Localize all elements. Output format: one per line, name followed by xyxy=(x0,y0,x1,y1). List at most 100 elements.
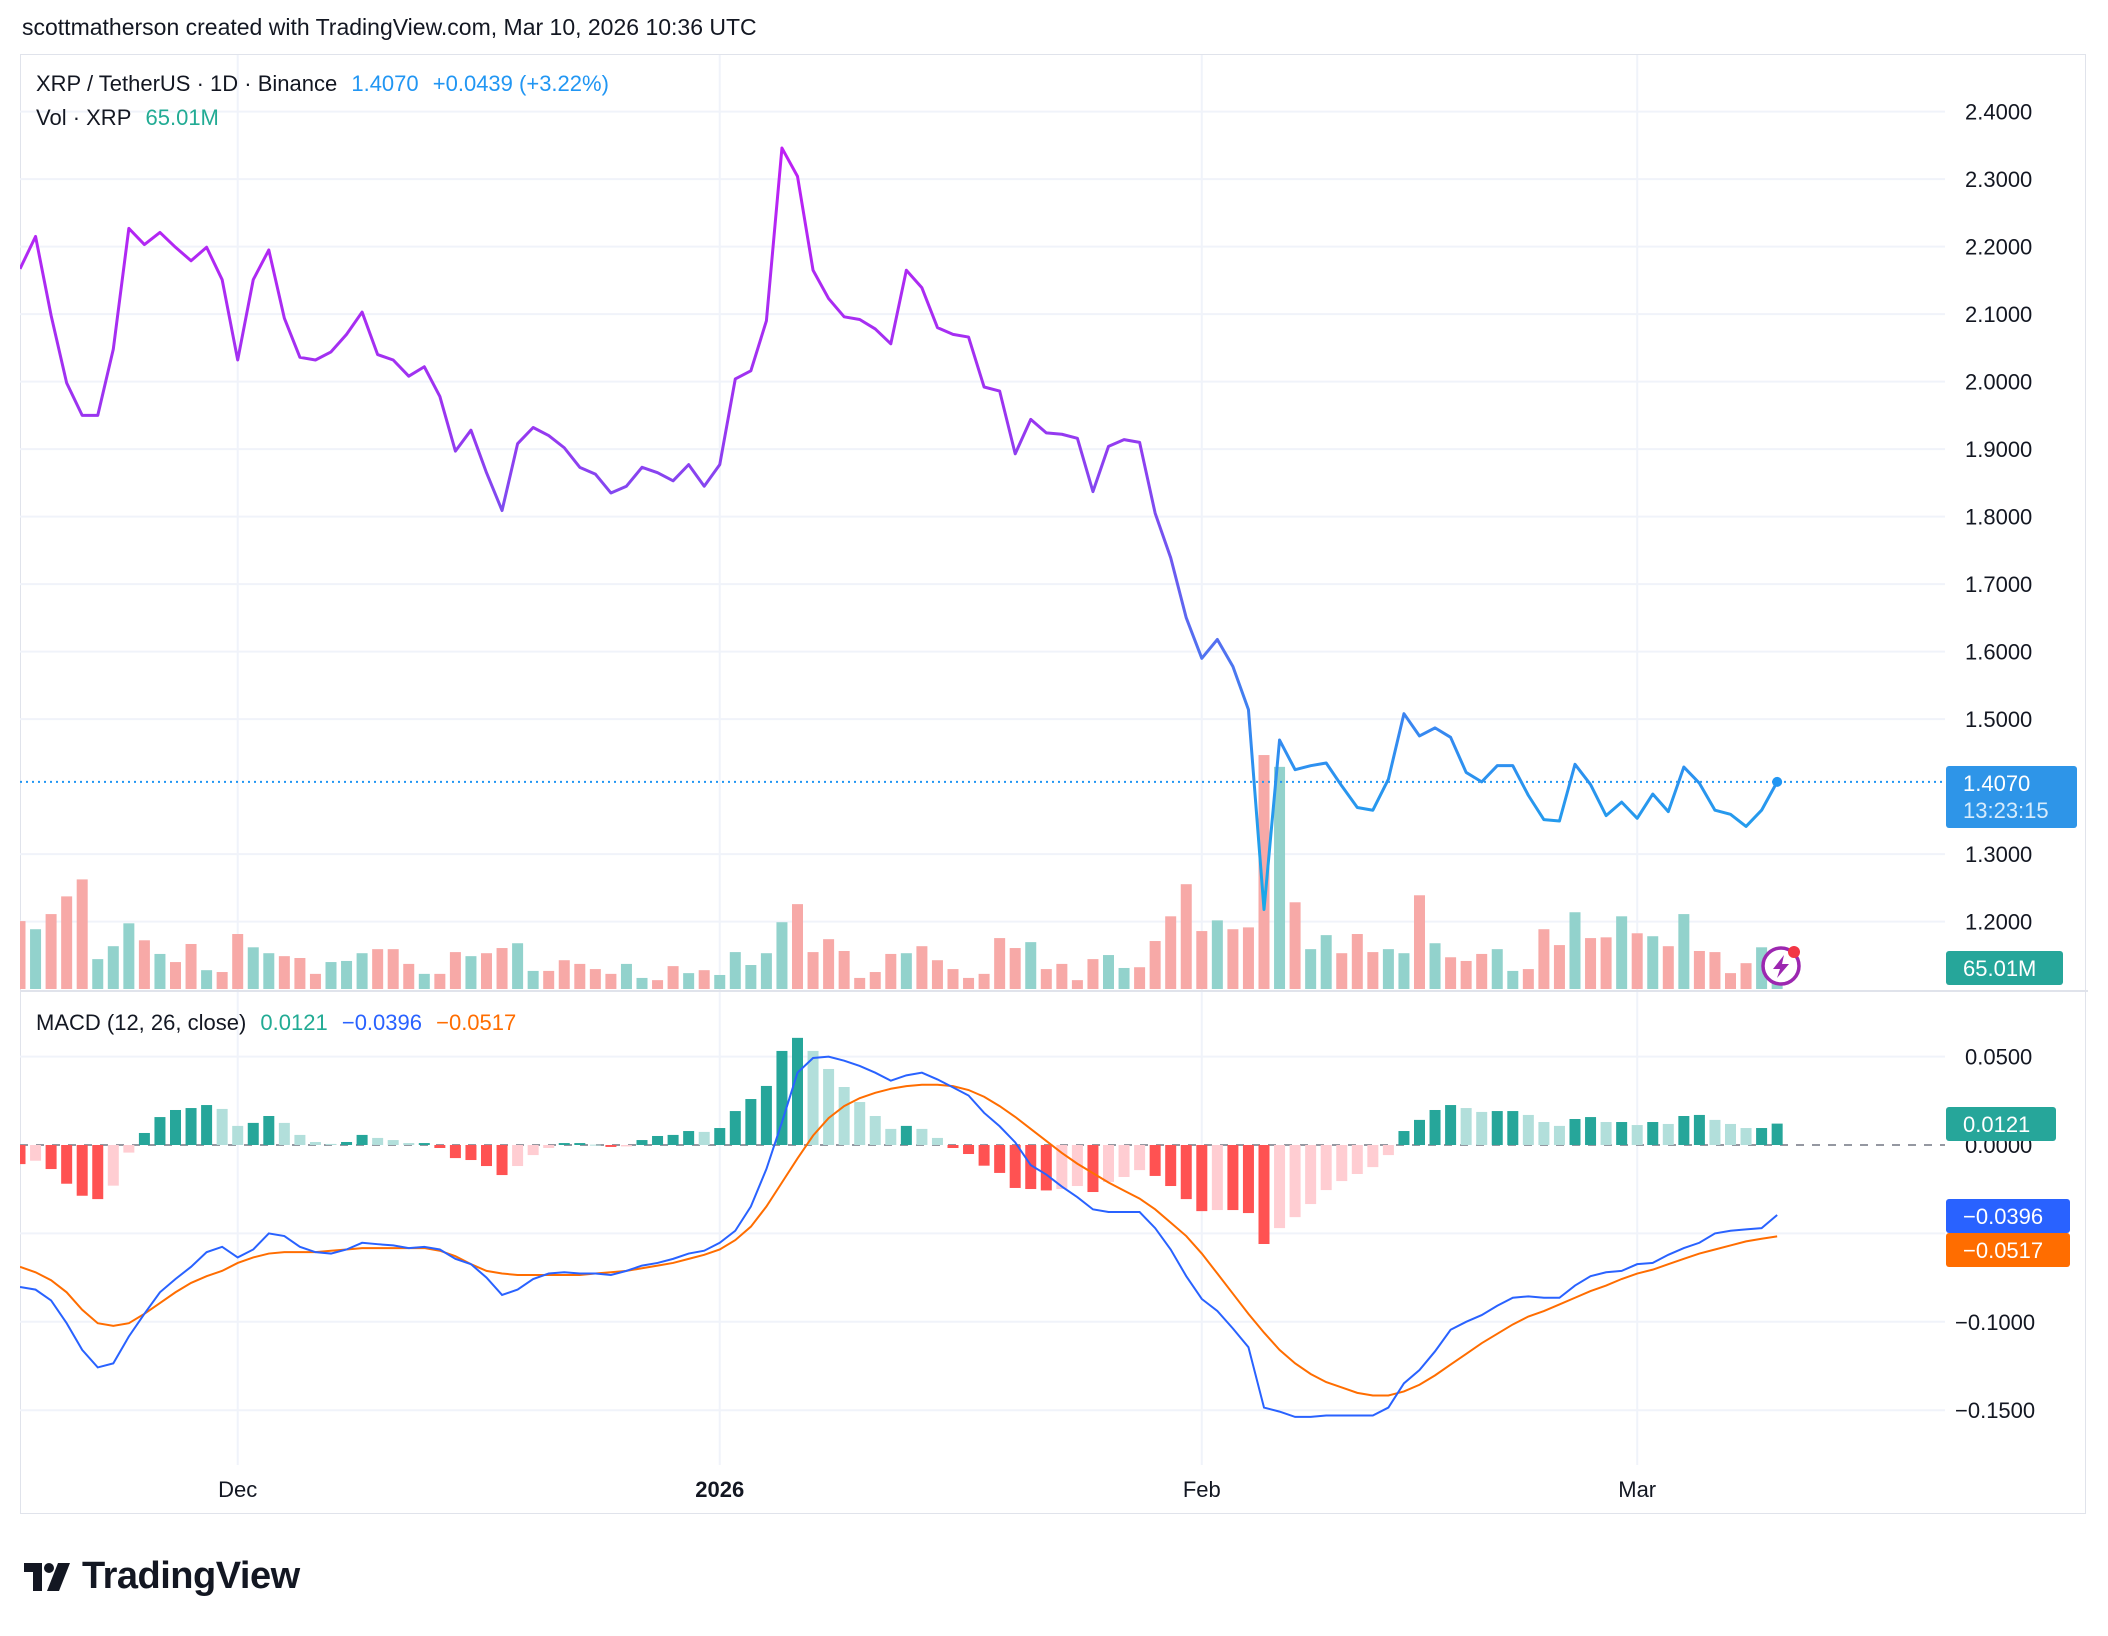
last-price-badge-background xyxy=(1946,766,2077,828)
volume-bar xyxy=(45,914,57,989)
volume-bar xyxy=(512,943,524,989)
macd-histogram-bar xyxy=(527,1145,539,1156)
macd-histogram-bar xyxy=(900,1125,912,1145)
volume-bar xyxy=(309,973,321,989)
volume-bar xyxy=(527,970,539,989)
macd-histogram-bar xyxy=(263,1116,275,1145)
macd-histogram-bar xyxy=(792,1037,803,1145)
volume-bar xyxy=(792,904,803,989)
volume-bar xyxy=(1258,755,1270,989)
symbol-legend[interactable]: XRP / TetherUS · 1D · Binance 1.4070 +0.… xyxy=(36,71,617,97)
volume-bar xyxy=(61,896,73,989)
macd-histogram-bar xyxy=(232,1125,244,1145)
macd-histogram-bar xyxy=(20,1145,26,1165)
macd-histogram-bar xyxy=(1600,1122,1612,1145)
price-tick-label: 1.3000 xyxy=(1965,842,2032,867)
macd-histogram-bar xyxy=(278,1122,290,1145)
volume-bar xyxy=(1056,963,1068,989)
macd-histogram-bar xyxy=(1274,1145,1286,1229)
macd-histogram-bar xyxy=(1149,1145,1161,1176)
macd-histogram-bar xyxy=(1040,1145,1052,1191)
volume-badge: 65.01M xyxy=(1946,951,2063,985)
macd-histogram-bar xyxy=(1631,1125,1643,1145)
volume-title: Vol · XRP xyxy=(36,105,132,130)
macd-histogram-bar xyxy=(1616,1122,1628,1145)
macd-histogram-bar xyxy=(994,1145,1006,1173)
volume-bar xyxy=(1180,884,1192,989)
volume-bar xyxy=(496,948,508,989)
macd-histogram-bar xyxy=(1180,1145,1192,1200)
volume-bar xyxy=(1320,935,1332,989)
volume-bar xyxy=(698,970,710,989)
volume-bar xyxy=(1616,916,1628,989)
macd-histogram-bar xyxy=(745,1099,757,1145)
macd-histogram-bar xyxy=(154,1117,166,1145)
price-tick-label: 2.3000 xyxy=(1965,167,2032,192)
macd-histogram-bar xyxy=(1662,1123,1674,1145)
volume-bar xyxy=(170,962,181,989)
macd-histogram-bar xyxy=(1336,1145,1348,1182)
time-tick-label: Dec xyxy=(218,1477,257,1502)
macd-histogram-bar xyxy=(247,1122,259,1145)
macd-histogram-bar xyxy=(309,1141,321,1145)
macd-histogram-bar xyxy=(1320,1145,1332,1191)
macd-hist-badge-background xyxy=(1946,1107,2056,1141)
macd-histogram-value: 0.0121 xyxy=(260,1010,328,1035)
lightning-alert-icon[interactable] xyxy=(1761,946,1801,986)
macd-legend[interactable]: MACD (12, 26, close) 0.0121 −0.0396 −0.0… xyxy=(36,1010,524,1036)
volume-bar xyxy=(1149,941,1161,989)
macd-histogram-bar xyxy=(201,1105,213,1145)
volume-bar xyxy=(30,929,42,989)
volume-bar xyxy=(216,972,228,989)
price-tick-label: 1.9000 xyxy=(1965,437,2032,462)
time-tick-label: Feb xyxy=(1183,1477,1221,1502)
macd-tick-label: −0.1500 xyxy=(1955,1398,2035,1423)
price-tick-label: 1.7000 xyxy=(1965,572,2032,597)
volume-bar xyxy=(589,969,601,989)
macd-histogram-bar xyxy=(1460,1108,1472,1145)
macd-histogram-bar xyxy=(1693,1114,1705,1145)
volume-bar xyxy=(885,953,897,989)
macd-histogram-bar xyxy=(76,1145,88,1196)
macd-line-value: −0.0396 xyxy=(341,1010,422,1035)
macd-histogram-bar xyxy=(1056,1145,1068,1190)
macd-histogram-bar xyxy=(1569,1119,1581,1145)
volume-bar xyxy=(558,960,570,989)
volume-bar xyxy=(1351,934,1363,989)
tradingview-logo[interactable]: TradingView xyxy=(24,1555,300,1598)
volume-legend[interactable]: Vol · XRP 65.01M xyxy=(36,105,227,131)
macd-histogram-bar xyxy=(30,1145,42,1161)
macd-line xyxy=(20,1055,1778,1418)
volume-bar xyxy=(1305,949,1317,989)
macd-histogram-bar xyxy=(372,1137,384,1145)
macd-histogram-bar xyxy=(170,1109,181,1145)
macd-histogram-bar xyxy=(138,1132,150,1145)
macd-histogram-bar xyxy=(465,1145,477,1161)
macd-histogram-bar xyxy=(185,1108,197,1145)
volume-bar xyxy=(185,943,197,989)
macd-histogram-bar xyxy=(216,1108,228,1145)
macd-histogram-bar xyxy=(1382,1145,1394,1156)
macd-histogram-bar xyxy=(1647,1122,1659,1145)
signal-badge-background xyxy=(1946,1233,2070,1267)
volume-bar xyxy=(543,970,555,989)
macd-histogram-bar xyxy=(652,1135,664,1145)
volume-bar xyxy=(963,977,975,989)
macd-histogram-bar xyxy=(574,1143,586,1145)
volume-bar xyxy=(667,966,679,989)
macd-histogram-bar xyxy=(325,1143,337,1145)
volume-bar xyxy=(1662,946,1674,989)
macd-histogram-bar xyxy=(620,1145,632,1147)
volume-bar xyxy=(107,946,119,989)
macd-histogram-bar xyxy=(667,1134,679,1145)
volume-badge-background xyxy=(1946,951,2063,985)
macd-histogram-bar xyxy=(107,1145,119,1186)
volume-bar xyxy=(1522,969,1534,989)
macd-histogram-bar xyxy=(1289,1145,1301,1218)
volume-bar xyxy=(1538,929,1550,989)
volume-bar xyxy=(1040,969,1052,989)
macd-histogram-bar xyxy=(931,1137,943,1145)
volume-bar xyxy=(729,952,741,989)
volume-bar xyxy=(760,953,772,989)
